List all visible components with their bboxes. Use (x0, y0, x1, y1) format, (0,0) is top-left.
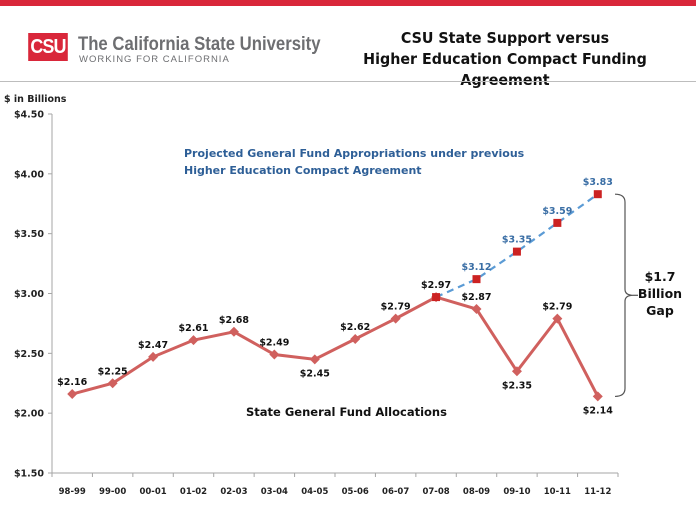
x-tick-label: 00-01 (139, 487, 166, 497)
y-tick-label: $4.50 (14, 110, 44, 121)
projected-data-label: $3.83 (583, 177, 613, 188)
gap-bracket (614, 193, 638, 398)
actual-data-label: $2.25 (98, 366, 128, 377)
y-tick-label: $4.00 (14, 169, 44, 180)
actual-data-label: $2.87 (461, 292, 491, 303)
header-divider (0, 81, 696, 82)
projected-series-line (435, 193, 599, 299)
title-line-1: CSU State Support versus (400, 29, 610, 47)
actual-data-label: $2.79 (542, 302, 572, 313)
x-tick-label: 01-02 (180, 487, 207, 497)
x-tick-label: 10-11 (544, 487, 571, 497)
actual-data-point (471, 304, 482, 315)
x-tick-label: 99-00 (99, 487, 126, 497)
actual-data-label: $2.16 (57, 377, 87, 388)
actual-data-point (511, 366, 522, 377)
actual-data-point (552, 313, 563, 324)
x-tick-label: 02-03 (220, 487, 247, 497)
y-tick-label: $2.00 (14, 409, 44, 420)
markers (67, 190, 603, 402)
gap-label-line-2: Billion (638, 286, 682, 301)
x-tick-label: 04-05 (301, 487, 328, 497)
projected-data-point (472, 275, 481, 284)
projected-data-label: $3.12 (461, 262, 491, 273)
projected-data-label: $3.59 (542, 206, 572, 217)
x-tick-label: 09-10 (503, 487, 530, 497)
actual-data-point (67, 389, 78, 400)
actual-data-label: $2.61 (178, 323, 208, 334)
university-name: The California State University (78, 34, 321, 55)
y-tick-label: $3.00 (14, 289, 44, 300)
actual-data-label: $2.35 (502, 380, 532, 391)
actual-data-point (350, 333, 361, 344)
series-lines (71, 193, 600, 398)
actual-data-point (592, 391, 603, 402)
top-accent-bar (0, 0, 696, 6)
x-tick-label: 05-06 (342, 487, 369, 497)
x-tick-label: 11-12 (584, 487, 611, 497)
title-line-2: Higher Education Compact Funding Agreeme… (363, 50, 647, 89)
actual-data-label: $2.79 (381, 302, 411, 313)
y-tick-label: $2.50 (14, 349, 44, 360)
gap-label-line-1: $1.7 (645, 269, 676, 284)
x-tick-label: 08-09 (463, 487, 490, 497)
y-axis-label: $ in Billions (4, 94, 67, 105)
actual-data-label: $2.97 (421, 280, 451, 291)
university-tagline: WORKING FOR CALIFORNIA (79, 54, 230, 65)
actual-data-label: $2.49 (259, 338, 289, 349)
axes: $1.50 $2.00 $2.50 $3.00 $3.50 $4.00 $4.50 98-99… (14, 110, 619, 497)
actual-data-label: $2.62 (340, 322, 370, 333)
actual-data-point (107, 378, 118, 389)
actual-data-label: $2.68 (219, 315, 249, 326)
x-tick-label: 03-04 (261, 487, 288, 497)
projected-annotation-line-2: Higher Education Compact Agreement (184, 164, 422, 177)
actual-data-point (148, 351, 159, 362)
page-title: CSU State Support versus Higher Educatio… (335, 28, 675, 91)
gap-label-line-3: Gap (646, 303, 674, 318)
csu-logo-mark: CSU (28, 33, 68, 61)
actual-data-label: $2.45 (300, 368, 330, 379)
y-tick-label: $1.50 (14, 469, 44, 480)
projected-annotation-line-1: Projected General Fund Appropriations un… (184, 147, 525, 160)
gap-brace (614, 193, 634, 398)
actual-data-point (228, 326, 239, 337)
x-tick-label: 07-08 (422, 487, 449, 497)
actual-data-label: $2.47 (138, 340, 168, 351)
projected-data-label: $3.35 (502, 235, 532, 246)
actual-data-point (269, 349, 280, 360)
projected-data-point (512, 247, 521, 256)
actual-series-line (71, 295, 600, 398)
data-labels: $2.16 $2.25 $2.47 $2.61 $2.68 $2.49 $2.45 $2.62… (57, 177, 613, 416)
actual-data-point (390, 313, 401, 324)
projected-data-point (593, 190, 602, 199)
actual-series-annotation: State General Fund Allocations (246, 405, 447, 419)
y-tick-label: $3.50 (14, 229, 44, 240)
actual-data-point (188, 335, 199, 346)
projected-data-point (432, 293, 441, 302)
projected-data-point (553, 218, 562, 227)
actual-data-label: $2.14 (583, 405, 613, 416)
x-tick-label: 06-07 (382, 487, 409, 497)
actual-data-point (309, 354, 320, 365)
x-tick-label: 98-99 (59, 487, 86, 497)
